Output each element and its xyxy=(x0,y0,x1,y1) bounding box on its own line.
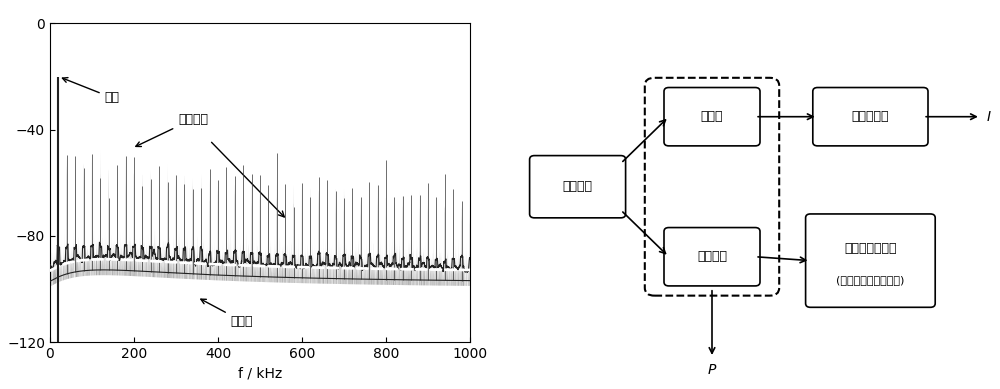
Text: 连续谱: 连续谱 xyxy=(201,299,253,328)
X-axis label: f / kHz: f / kHz xyxy=(238,367,282,381)
Text: 谐波分量: 谐波分量 xyxy=(136,112,208,147)
Text: 声信号谱: 声信号谱 xyxy=(563,180,593,193)
Text: 基频: 基频 xyxy=(62,78,120,104)
Text: $I$: $I$ xyxy=(986,110,991,124)
FancyBboxPatch shape xyxy=(664,88,760,146)
FancyBboxPatch shape xyxy=(813,88,928,146)
Text: 其他形式的能量: 其他形式的能量 xyxy=(844,242,897,256)
Y-axis label: SPL / dB: SPL / dB xyxy=(0,154,2,211)
FancyBboxPatch shape xyxy=(806,214,935,307)
Text: 连续谱: 连续谱 xyxy=(701,110,723,123)
FancyBboxPatch shape xyxy=(530,156,626,218)
Text: (气泡振荡、热效应等): (气泡振荡、热效应等) xyxy=(836,275,905,285)
FancyBboxPatch shape xyxy=(664,228,760,286)
Text: 空化泡破灭: 空化泡破灭 xyxy=(852,110,889,123)
Text: $P$: $P$ xyxy=(707,363,717,377)
Text: 谐波分量: 谐波分量 xyxy=(697,250,727,263)
